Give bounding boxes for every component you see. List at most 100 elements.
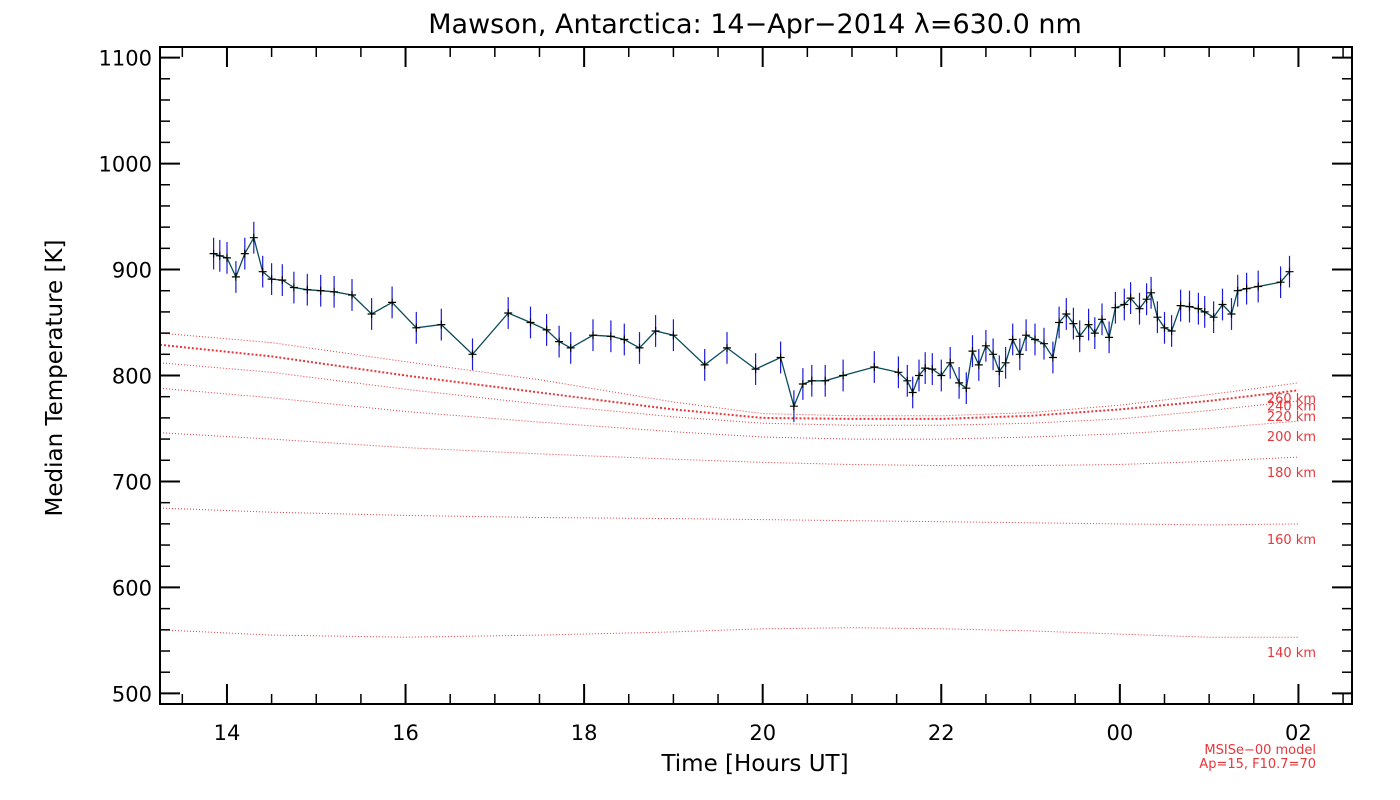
axes: 500 600 700 800 900 1000 1100 14 16 18 20 22 00 02	[99, 47, 1352, 745]
y-tick-label: 500	[112, 682, 152, 706]
model-label-160-km: 160 km	[1267, 533, 1316, 548]
data-point	[1276, 278, 1285, 287]
model-curve-200-km	[159, 387, 1299, 440]
data-point	[723, 343, 731, 352]
x-tick-label: 00	[1107, 721, 1134, 745]
data-point	[1062, 310, 1071, 318]
data-point	[1048, 353, 1057, 362]
x-tick-label: 18	[571, 721, 598, 745]
y-tick-label: 1100	[99, 47, 152, 71]
data-point	[776, 353, 785, 362]
data-point	[946, 358, 955, 367]
data-point	[1167, 327, 1176, 335]
data-point	[589, 331, 597, 340]
data-point	[1160, 323, 1169, 332]
data-point	[1008, 335, 1017, 344]
data-point	[1111, 303, 1120, 312]
data-point	[751, 365, 760, 374]
data-point	[215, 251, 224, 260]
data-point	[620, 335, 629, 344]
data-point	[504, 309, 513, 317]
data-point	[870, 363, 879, 371]
data-point	[1176, 301, 1185, 310]
data-point	[1200, 307, 1209, 316]
data-point	[821, 376, 830, 385]
model-curve-240-km	[159, 343, 1299, 420]
y-tick-label: 900	[112, 259, 152, 283]
data-point	[915, 371, 923, 380]
data-point	[330, 287, 339, 296]
data-point	[1285, 267, 1294, 276]
data-point	[635, 343, 644, 352]
model-curve-220-km	[159, 362, 1299, 426]
data-point	[542, 325, 551, 334]
data-point	[1147, 288, 1156, 297]
data-point	[955, 378, 964, 387]
data-point	[267, 275, 276, 284]
data-point	[700, 360, 709, 369]
chart-title: Mawson, Antarctica: 14−Apr−2014 λ=630.0 …	[428, 9, 1082, 40]
data-point	[968, 347, 977, 356]
data-point	[894, 368, 903, 377]
model-label-200-km: 200 km	[1267, 430, 1316, 445]
data-point	[1242, 284, 1251, 293]
data-point	[289, 283, 298, 292]
data-point	[1218, 300, 1227, 309]
data-point	[412, 323, 421, 332]
data-point	[1022, 331, 1031, 340]
data-point	[789, 402, 798, 411]
y-tick-label: 700	[112, 471, 152, 495]
data-point	[1040, 339, 1048, 348]
data-point	[1090, 329, 1099, 338]
model-label-240-km: 240 km	[1267, 399, 1316, 414]
model-label-140-km: 140 km	[1267, 646, 1316, 661]
data-point	[240, 249, 249, 258]
data-point	[555, 337, 564, 346]
data-point	[303, 285, 312, 294]
data-point	[1075, 332, 1084, 341]
data-point	[1031, 335, 1039, 344]
data-point	[981, 341, 990, 350]
model-note-line2: Ap=15, F10.7=70	[1199, 757, 1316, 772]
data-point	[1001, 358, 1010, 367]
data-point	[526, 318, 535, 327]
model-label-220-km: 220 km	[1267, 410, 1316, 425]
data-point	[223, 253, 231, 262]
data-point	[928, 365, 937, 374]
data-point	[798, 380, 807, 388]
data-point	[995, 367, 1004, 376]
data-point	[1142, 295, 1151, 304]
data-point	[1120, 300, 1129, 309]
data-point	[1015, 350, 1024, 359]
data-point	[1227, 310, 1236, 318]
x-tick-label: 02	[1285, 721, 1312, 745]
data-point	[348, 291, 356, 299]
data-point	[1233, 286, 1242, 295]
data-point	[1254, 282, 1263, 291]
data-point	[937, 371, 946, 380]
data-point	[468, 350, 477, 359]
y-tick-label: 600	[112, 576, 152, 600]
data-point	[669, 331, 678, 340]
x-tick-label: 14	[214, 721, 241, 745]
data-point	[807, 376, 816, 385]
x-tick-label: 22	[928, 721, 955, 745]
data-point	[903, 376, 912, 385]
data-point	[316, 286, 325, 295]
data-point	[1105, 333, 1114, 342]
data-point	[1055, 318, 1064, 327]
x-tick-label: 16	[392, 721, 419, 745]
y-tick-label: 1000	[99, 153, 152, 177]
data-point	[278, 276, 287, 285]
data-point	[1209, 313, 1218, 322]
data-point	[1084, 320, 1093, 329]
data-point	[231, 272, 240, 281]
model-note-line1: MSISe−00 model	[1204, 743, 1316, 758]
data-point	[1126, 294, 1135, 303]
data-point	[606, 332, 615, 341]
data-point	[974, 360, 983, 369]
data-point	[367, 310, 376, 318]
data-point	[908, 388, 917, 397]
